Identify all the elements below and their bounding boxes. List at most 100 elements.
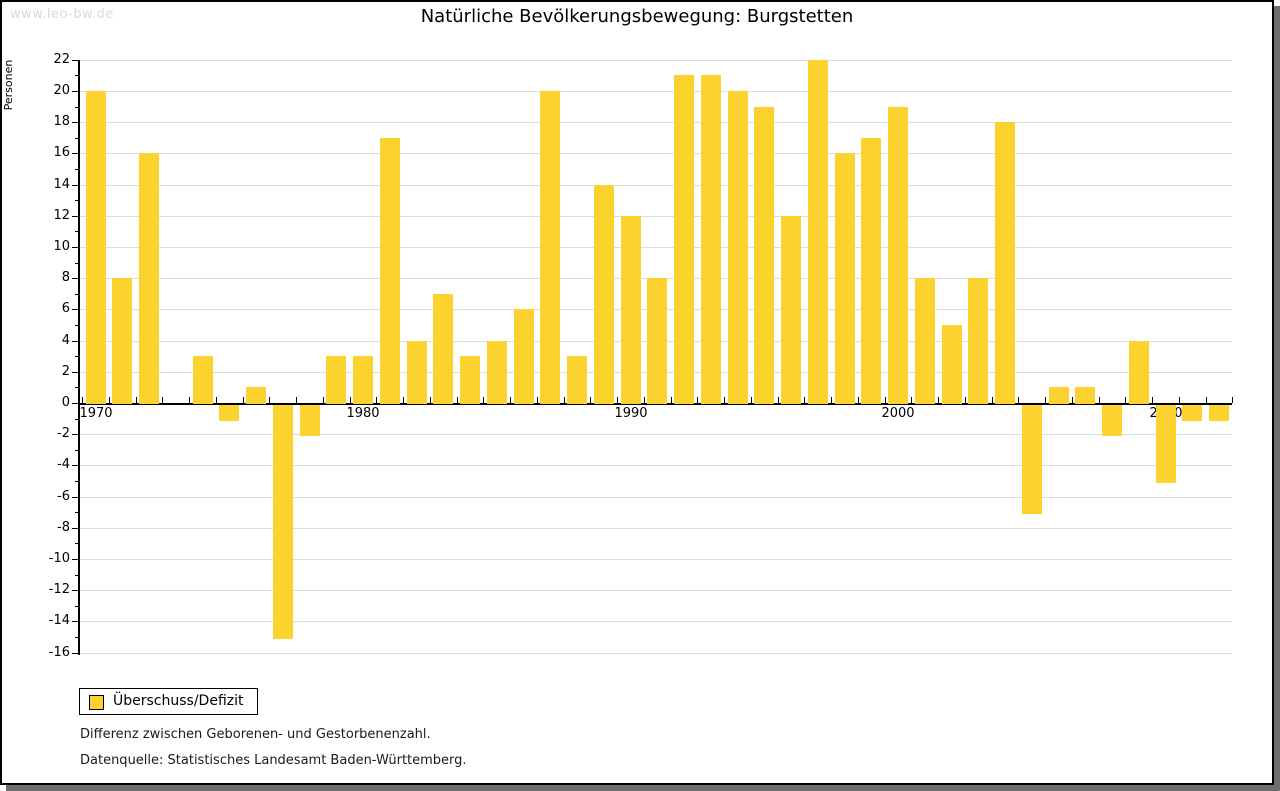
x-tick <box>537 397 538 403</box>
y-tick-label: -6 <box>57 489 70 504</box>
legend: Überschuss/Defizit <box>79 688 258 715</box>
y-tick-label: 18 <box>53 114 70 129</box>
y-tick-label: 2 <box>61 364 70 379</box>
bar-2007 <box>1075 387 1095 404</box>
y-tick <box>72 60 78 61</box>
x-tick <box>296 397 297 403</box>
x-tick <box>403 397 404 403</box>
bar-1988 <box>567 356 587 404</box>
y-tick <box>72 247 78 248</box>
y-minor-tick <box>75 481 78 482</box>
y-minor-tick <box>75 75 78 76</box>
footnote-definition: Differenz zwischen Geborenen- und Gestor… <box>80 727 431 742</box>
watermark: www.leo-bw.de <box>10 7 114 22</box>
x-tick <box>1125 397 1126 403</box>
x-tick <box>697 397 698 403</box>
y-minor-tick <box>75 107 78 108</box>
x-tick <box>510 397 511 403</box>
y-tick <box>72 372 78 373</box>
bar-2012 <box>1209 405 1229 421</box>
y-tick-label: -12 <box>48 582 70 597</box>
y-minor-tick <box>75 294 78 295</box>
y-tick <box>72 590 78 591</box>
y-minor-tick <box>75 512 78 513</box>
y-tick-label: 6 <box>61 301 70 316</box>
y-minor-tick <box>75 231 78 232</box>
x-tick <box>430 397 431 403</box>
gridline <box>80 528 1232 529</box>
bar-1992 <box>674 75 694 404</box>
x-axis-line <box>78 403 1232 405</box>
y-tick-label: -2 <box>57 426 70 441</box>
bar-1983 <box>433 294 453 404</box>
bar-1997 <box>808 60 828 404</box>
x-tick <box>376 397 377 403</box>
x-tick <box>189 397 190 403</box>
gridline <box>80 590 1232 591</box>
x-tick <box>109 397 110 403</box>
x-tick <box>751 397 752 403</box>
y-minor-tick <box>75 606 78 607</box>
x-tick-label: 1990 <box>614 406 648 421</box>
bar-2004 <box>995 122 1015 404</box>
y-minor-tick <box>75 356 78 357</box>
bar-1990 <box>621 216 641 404</box>
x-tick <box>724 397 725 403</box>
x-tick <box>243 397 244 403</box>
x-tick-label: 1970 <box>79 406 113 421</box>
bar-1978 <box>300 405 320 436</box>
bar-1985 <box>487 341 507 404</box>
x-tick <box>162 397 163 403</box>
gridline <box>80 122 1232 123</box>
y-minor-tick <box>75 575 78 576</box>
y-tick-label: 8 <box>61 270 70 285</box>
y-minor-tick <box>75 138 78 139</box>
y-tick-label: -10 <box>48 551 70 566</box>
gridline <box>80 497 1232 498</box>
bar-1974 <box>193 356 213 404</box>
y-minor-tick <box>75 169 78 170</box>
bar-1975 <box>219 405 239 421</box>
bar-2001 <box>915 278 935 404</box>
y-tick <box>72 465 78 466</box>
x-tick <box>965 397 966 403</box>
x-tick <box>82 397 83 403</box>
y-tick <box>72 403 78 404</box>
bar-2010 <box>1156 405 1176 483</box>
y-tick <box>72 216 78 217</box>
x-tick <box>885 397 886 403</box>
y-minor-tick <box>75 637 78 638</box>
bar-2011 <box>1182 405 1202 421</box>
y-tick <box>72 653 78 654</box>
footnote-source: Datenquelle: Statistisches Landesamt Bad… <box>80 753 467 768</box>
x-tick <box>350 397 351 403</box>
bar-1981 <box>380 138 400 404</box>
bar-1977 <box>273 405 293 639</box>
legend-label: Überschuss/Defizit <box>113 693 244 709</box>
x-tick <box>590 397 591 403</box>
bar-1995 <box>754 107 774 404</box>
y-axis-line <box>78 60 80 655</box>
y-tick <box>72 528 78 529</box>
x-tick <box>457 397 458 403</box>
gridline <box>80 91 1232 92</box>
y-tick <box>72 341 78 342</box>
x-tick-label: 2000 <box>881 406 915 421</box>
x-tick <box>216 397 217 403</box>
bar-1972 <box>139 153 159 404</box>
x-tick <box>1045 397 1046 403</box>
x-tick <box>1018 397 1019 403</box>
y-tick-label: 4 <box>61 333 70 348</box>
y-minor-tick <box>75 543 78 544</box>
x-tick <box>617 397 618 403</box>
bar-1979 <box>326 356 346 404</box>
bar-2008 <box>1102 405 1122 436</box>
y-tick <box>72 434 78 435</box>
x-tick <box>671 397 672 403</box>
x-tick <box>483 397 484 403</box>
bar-1982 <box>407 341 427 404</box>
bar-1998 <box>835 153 855 404</box>
y-tick <box>72 559 78 560</box>
y-tick <box>72 122 78 123</box>
